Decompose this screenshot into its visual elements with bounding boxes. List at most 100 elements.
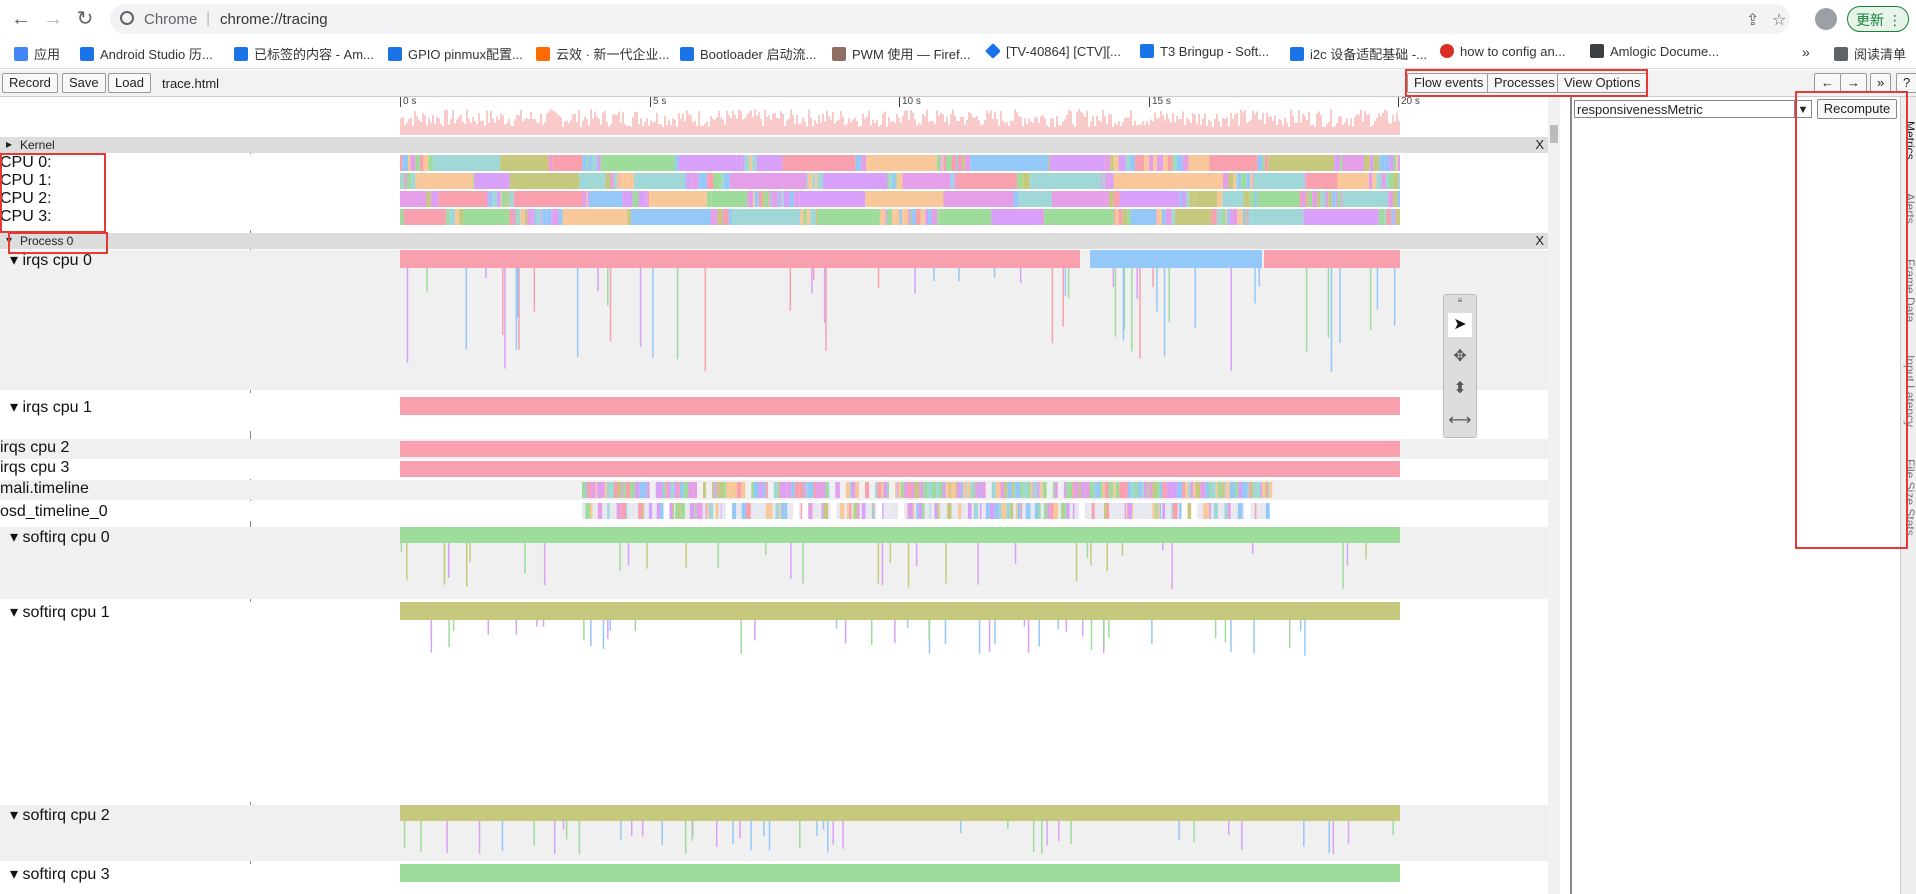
save-button[interactable]: Save xyxy=(62,73,106,93)
forward-arrow-icon[interactable]: → xyxy=(43,8,63,30)
track-softirq-cpu-1[interactable]: ▾ softirq cpu 1 xyxy=(0,602,1548,802)
time-ruler[interactable]: 0 s 5 s 10 s 15 s 20 s xyxy=(250,97,1560,138)
track-softirq-cpu-3[interactable]: ▾ softirq cpu 3 xyxy=(0,864,1548,894)
update-button[interactable]: 更新 ⋮ xyxy=(1847,6,1909,32)
cpu-usage-bar xyxy=(734,114,736,135)
softirq-slice[interactable] xyxy=(400,805,1400,821)
omnibox-url[interactable]: chrome://tracing xyxy=(220,11,328,28)
irq-slice[interactable] xyxy=(400,397,1400,415)
reload-icon[interactable]: ↻ xyxy=(76,8,94,30)
bookmark-item[interactable]: 云效 · 新一代企业... xyxy=(536,44,669,63)
bookmark-label: how to config an... xyxy=(1460,44,1566,59)
irq-slice[interactable] xyxy=(400,441,1400,457)
track-irqs-cpu-1[interactable]: ▾ irqs cpu 1 xyxy=(0,393,1548,431)
track-irqs-cpu-0[interactable]: ▾ irqs cpu 0 xyxy=(0,250,1548,390)
cpu-usage-bar xyxy=(416,116,418,135)
bookmark-item[interactable]: how to config an... xyxy=(1440,44,1566,59)
record-button[interactable]: Record xyxy=(2,73,58,93)
timing-icon[interactable]: ⟷ xyxy=(1448,412,1472,429)
zoom-icon[interactable]: ⬍ xyxy=(1453,380,1467,397)
cpu-usage-bar xyxy=(1210,121,1212,135)
palette-drag-handle[interactable]: ≡ xyxy=(1457,296,1463,305)
cpu-slice xyxy=(1320,191,1326,207)
softirq-slice[interactable] xyxy=(400,602,1400,620)
bookmark-item[interactable]: Android Studio 历... xyxy=(80,44,213,63)
omnibox[interactable]: Chrome | chrome://tracing ⇪ ☆ xyxy=(110,4,1790,34)
bookmark-item[interactable]: 已标签的内容 - Am... xyxy=(234,44,374,63)
track-softirq-cpu-0[interactable]: ▾ softirq cpu 0 xyxy=(0,527,1548,599)
softirq-slice[interactable] xyxy=(400,527,1400,543)
cpu-slice xyxy=(756,155,783,171)
kernel-header[interactable]: ▸ Kernel X xyxy=(0,137,1548,153)
more-bookmarks-icon[interactable]: » xyxy=(1802,44,1810,60)
tab-input-latency[interactable]: Input Latency xyxy=(1903,355,1916,428)
bookmark-item[interactable]: [TV-40864] [CTV][... xyxy=(985,43,1121,59)
scrollbar-thumb[interactable] xyxy=(1550,125,1558,143)
softirq-slice[interactable] xyxy=(400,864,1400,882)
tab-alerts[interactable]: Alerts xyxy=(1903,193,1916,224)
bookmark-star-icon[interactable]: ☆ xyxy=(1772,12,1787,29)
timeline-slice xyxy=(995,482,1001,498)
softirq-subslices xyxy=(430,620,1306,656)
bookmark-item[interactable]: GPIO pinmux配置... xyxy=(388,44,523,63)
cpu-usage-bar xyxy=(1092,115,1094,135)
track-irqs-cpu-2[interactable]: irqs cpu 2 xyxy=(0,439,1548,459)
track-softirq-cpu-2[interactable]: ▾ softirq cpu 2 xyxy=(0,805,1548,861)
tab-metrics[interactable]: Metrics xyxy=(1903,121,1916,160)
back-arrow-icon[interactable]: ← xyxy=(11,8,31,30)
tab-frame-data[interactable]: Frame Data xyxy=(1903,259,1916,323)
metric-select[interactable]: responsivenessMetric ▼ xyxy=(1574,100,1812,118)
timeline-slice xyxy=(1108,482,1114,498)
process-header[interactable]: ▾ Process 0 X xyxy=(0,233,1548,249)
cpu-slices[interactable] xyxy=(400,154,1400,226)
bookmark-item[interactable]: PWM 使用 — Firef... xyxy=(832,44,970,63)
mali-slices[interactable] xyxy=(582,482,1292,498)
osd-slices[interactable] xyxy=(582,503,1292,519)
process-close-button[interactable]: X xyxy=(1535,233,1544,248)
track-irqs-cpu-3[interactable]: irqs cpu 3 xyxy=(0,459,1548,479)
processes-button[interactable]: Processes xyxy=(1487,73,1562,93)
recompute-button[interactable]: Recompute xyxy=(1817,99,1897,119)
kernel-close-button[interactable]: X xyxy=(1535,137,1544,152)
timeline-scrollbar[interactable] xyxy=(1548,97,1560,894)
load-button[interactable]: Load xyxy=(108,73,151,93)
cpu-usage-bar xyxy=(844,125,846,135)
share-icon[interactable]: ⇪ xyxy=(1746,12,1760,29)
collapse-panel-icon[interactable]: » xyxy=(1870,73,1892,93)
track-mali-timeline[interactable]: mali.timeline xyxy=(0,480,1548,500)
bookmark-item[interactable]: 应用 xyxy=(14,44,60,63)
subslice-tick xyxy=(1171,543,1173,589)
bookmark-item[interactable]: i2c 设备适配基础 -... xyxy=(1290,44,1427,63)
cpu-usage-bar xyxy=(698,111,700,135)
bookmark-item[interactable]: Bootloader 启动流... xyxy=(680,44,816,63)
help-icon[interactable]: ? xyxy=(1896,73,1916,93)
nav-right-icon[interactable]: → xyxy=(1840,73,1867,93)
flow-events-button[interactable]: Flow events xyxy=(1407,73,1491,93)
irq-slice[interactable] xyxy=(400,461,1400,477)
cpu-slice xyxy=(954,173,957,189)
track-osd-timeline[interactable]: osd_timeline_0 xyxy=(0,501,1548,521)
selection-cursor-icon[interactable]: ➤ xyxy=(1448,313,1472,337)
pan-icon[interactable]: ✥ xyxy=(1453,348,1467,365)
tab-file-size-stats[interactable]: File Size Stats xyxy=(1903,459,1916,536)
bookmark-item[interactable]: T3 Bringup - Soft... xyxy=(1140,44,1269,59)
cpu-usage-bar xyxy=(440,123,442,135)
reading-list[interactable]: 阅读清单 xyxy=(1834,44,1906,63)
irq-slice[interactable] xyxy=(1090,250,1262,268)
timeline-slice xyxy=(1266,482,1268,498)
subslice-tick xyxy=(553,821,556,854)
view-options-button[interactable]: View Options xyxy=(1557,73,1648,93)
irq-slice[interactable] xyxy=(400,250,1080,268)
expand-arrow-icon[interactable]: ▾ xyxy=(6,233,13,247)
irq-slice[interactable] xyxy=(1264,250,1400,268)
cpu-usage-bar xyxy=(1254,114,1256,135)
timeline-slice xyxy=(835,482,838,498)
cpu-slice xyxy=(1243,209,1246,225)
nav-left-icon[interactable]: ← xyxy=(1814,73,1841,93)
timeline-view[interactable]: 0 s 5 s 10 s 15 s 20 s ▸ Kernel X CPU 0:… xyxy=(0,97,1560,894)
expand-arrow-icon[interactable]: ▸ xyxy=(6,137,13,151)
chevron-down-icon[interactable]: ▼ xyxy=(1794,101,1811,117)
profile-avatar-icon[interactable] xyxy=(1815,8,1837,30)
bookmark-item[interactable]: Amlogic Docume... xyxy=(1590,44,1719,59)
timeline-slice xyxy=(912,503,915,519)
